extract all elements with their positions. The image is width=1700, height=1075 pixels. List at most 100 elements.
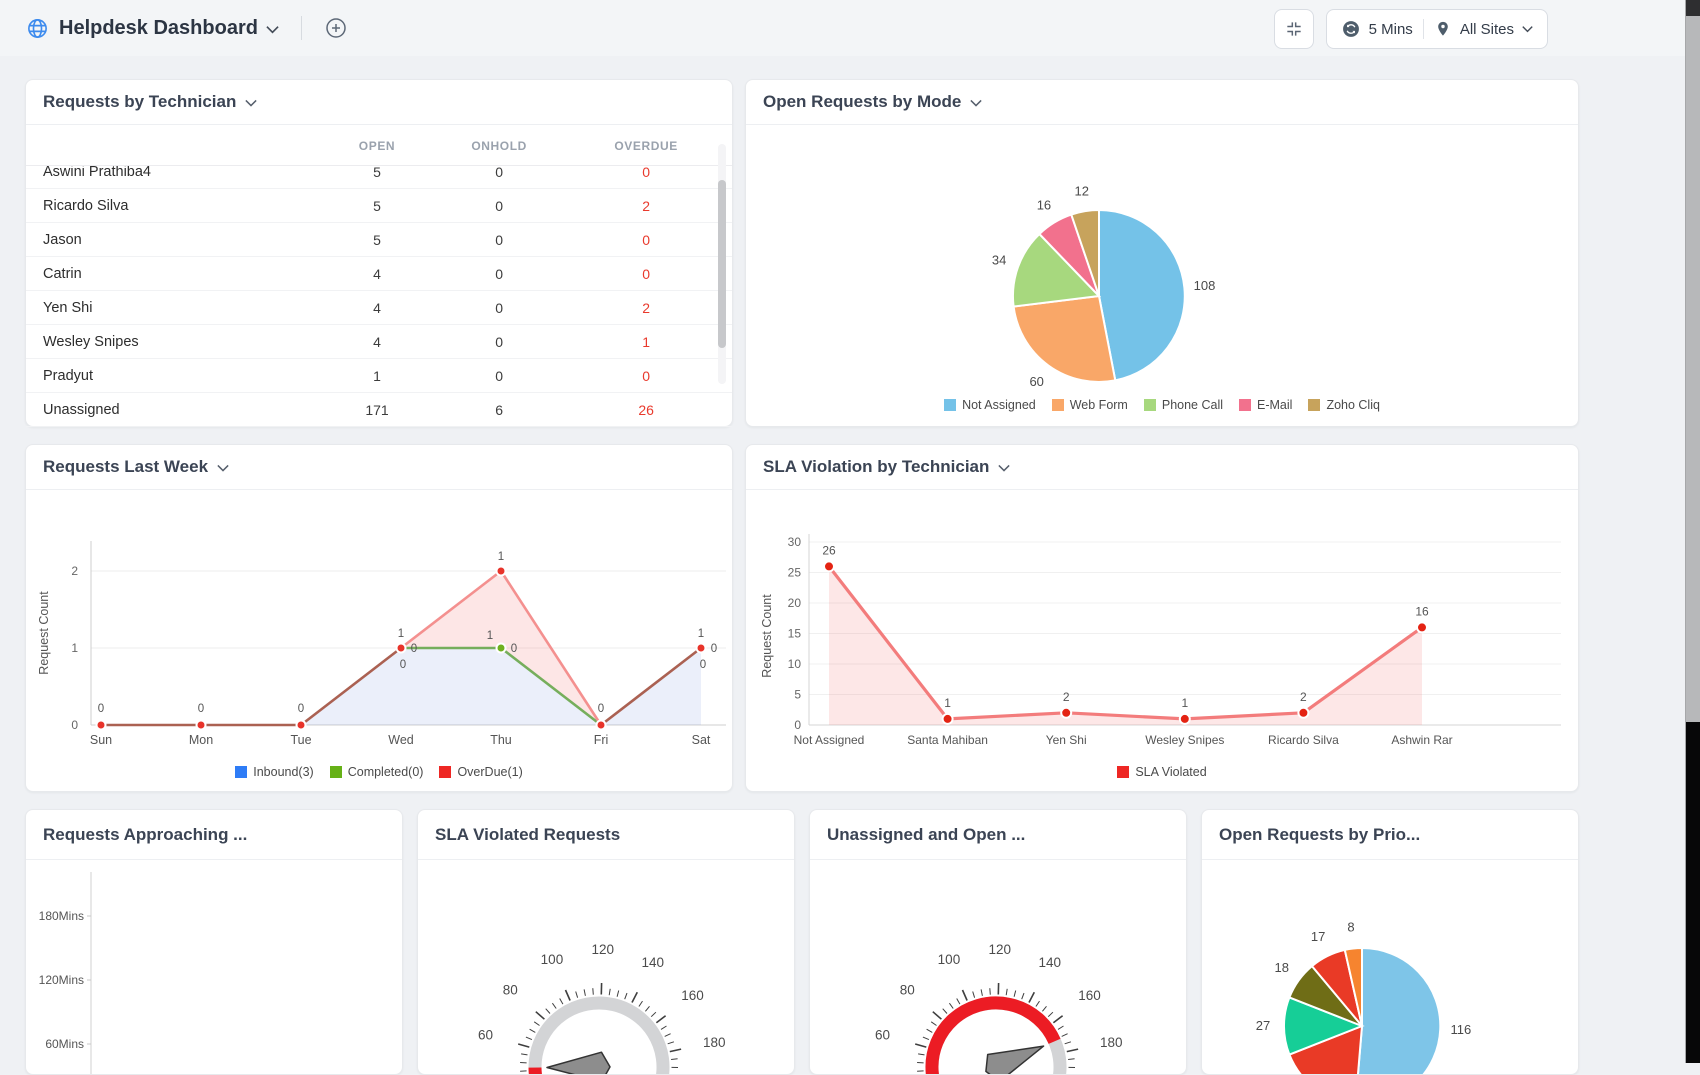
technician-name: Unassigned [26, 402, 316, 418]
panel-unassigned-and-open: Unassigned and Open ... 4060801001201401… [809, 809, 1187, 1075]
gauge-tick [617, 991, 619, 997]
overdue-marker[interactable] [297, 721, 306, 730]
gauge-tick [546, 1009, 550, 1014]
sla-marker[interactable] [1061, 708, 1071, 718]
gauge-tick [534, 1022, 539, 1026]
sla-marker[interactable] [1417, 622, 1427, 632]
chart-label: 180 [1100, 1035, 1123, 1050]
chart-label: 0 [400, 659, 406, 671]
pie-slice[interactable] [1014, 296, 1116, 382]
pie-slice[interactable] [1099, 210, 1185, 380]
technician-name: Yen Shi [26, 300, 316, 316]
unassigned-open-gauge[interactable]: 406080100120140160180200171 [810, 860, 1186, 1074]
column-header-open[interactable]: OPEN [316, 139, 438, 153]
gauge-tick [645, 1006, 649, 1011]
gauge-tick [1068, 1059, 1075, 1060]
sla-marker[interactable] [1180, 714, 1190, 724]
legend-item[interactable]: Web Form [1052, 398, 1128, 412]
legend-swatch [330, 766, 342, 778]
legend-item[interactable]: Zoho Cliq [1308, 398, 1380, 412]
gauge-tick [632, 992, 637, 1002]
panel-title[interactable]: Unassigned and Open ... [827, 825, 1025, 845]
chart-label: 8 [1347, 920, 1354, 935]
sla-violated-gauge[interactable]: 40608010012014016018020047 [418, 860, 794, 1074]
legend-item[interactable]: OverDue(1) [439, 765, 522, 779]
legend-item[interactable]: E-Mail [1239, 398, 1292, 412]
column-header-overdue[interactable]: OVERDUE [560, 139, 732, 153]
panel-title[interactable]: Open Requests by Prio... [1219, 825, 1420, 845]
panel-title[interactable]: SLA Violated Requests [435, 825, 620, 845]
gauge-tick [651, 1012, 656, 1017]
overdue-count: 0 [560, 266, 732, 282]
overdue-marker[interactable] [97, 721, 106, 730]
gauge-tick [656, 1016, 665, 1023]
gauge-tick [1029, 992, 1034, 1002]
panel-title-dropdown[interactable]: SLA Violation by Technician [763, 457, 1010, 477]
overdue-marker[interactable] [597, 721, 606, 730]
legend-item[interactable]: Inbound(3) [235, 765, 313, 779]
open-count: 4 [316, 266, 438, 282]
refresh-interval-control[interactable]: 5 Mins [1341, 19, 1413, 39]
chart-label: 2 [71, 564, 78, 578]
chart-label: 80 [900, 982, 915, 997]
chart-label: 34 [992, 253, 1006, 268]
sla-marker[interactable] [824, 561, 834, 571]
overdue-marker[interactable] [397, 644, 406, 653]
overdue-marker[interactable] [497, 567, 506, 576]
chart-label: 1 [398, 628, 404, 640]
dashboard-title-dropdown[interactable]: Helpdesk Dashboard [59, 17, 279, 40]
chart-label: 180Mins [39, 909, 84, 923]
legend-label: Inbound(3) [253, 765, 313, 779]
panel-title[interactable]: Requests Approaching ... [43, 825, 247, 845]
panel-title-dropdown[interactable]: Open Requests by Mode [763, 92, 982, 112]
chart-label: 0 [794, 718, 801, 732]
overdue-marker[interactable] [697, 644, 706, 653]
panel-title-dropdown[interactable]: Requests Last Week [43, 457, 229, 477]
legend-item[interactable]: Phone Call [1144, 398, 1223, 412]
open-count: 4 [316, 334, 438, 350]
onhold-count: 0 [438, 165, 560, 180]
legend-item[interactable]: Completed(0) [330, 765, 424, 779]
chart-label: 16 [1037, 197, 1051, 212]
sla-marker[interactable] [943, 714, 953, 724]
panel-requests-by-technician: Requests by Technician OPEN ONHOLD OVERD… [25, 79, 733, 427]
legend-swatch [1052, 399, 1064, 411]
open-count: 5 [316, 165, 438, 180]
sla-area [829, 566, 1422, 725]
legend-item[interactable]: SLA Violated [1117, 765, 1206, 779]
chart-label: 0 [700, 659, 706, 671]
open-count: 5 [316, 232, 438, 248]
column-header-onhold[interactable]: ONHOLD [438, 139, 560, 153]
legend-item[interactable]: Not Assigned [944, 398, 1036, 412]
sla-marker[interactable] [1298, 708, 1308, 718]
table-scrollbar-thumb[interactable] [718, 180, 726, 348]
chart-label: 12 [1074, 183, 1088, 198]
overdue-marker[interactable] [197, 721, 206, 730]
page-scrollbar[interactable] [1685, 0, 1700, 1063]
collapse-widgets-button[interactable] [1274, 9, 1314, 49]
chart-label: 0 [511, 643, 517, 655]
completed-marker[interactable] [497, 644, 506, 653]
site-filter-control[interactable]: All Sites [1434, 20, 1533, 38]
page-scrollbar-thumb[interactable] [1686, 722, 1700, 1063]
chart-label: 2 [1063, 690, 1070, 704]
add-dashboard-button[interactable] [324, 16, 348, 40]
chart-label: Mon [189, 733, 213, 747]
chart-label: 60 [478, 1028, 493, 1043]
panel-title-dropdown[interactable]: Requests by Technician [43, 92, 257, 112]
pie-slice[interactable] [1356, 948, 1441, 1074]
chart-label: 100 [938, 952, 961, 967]
